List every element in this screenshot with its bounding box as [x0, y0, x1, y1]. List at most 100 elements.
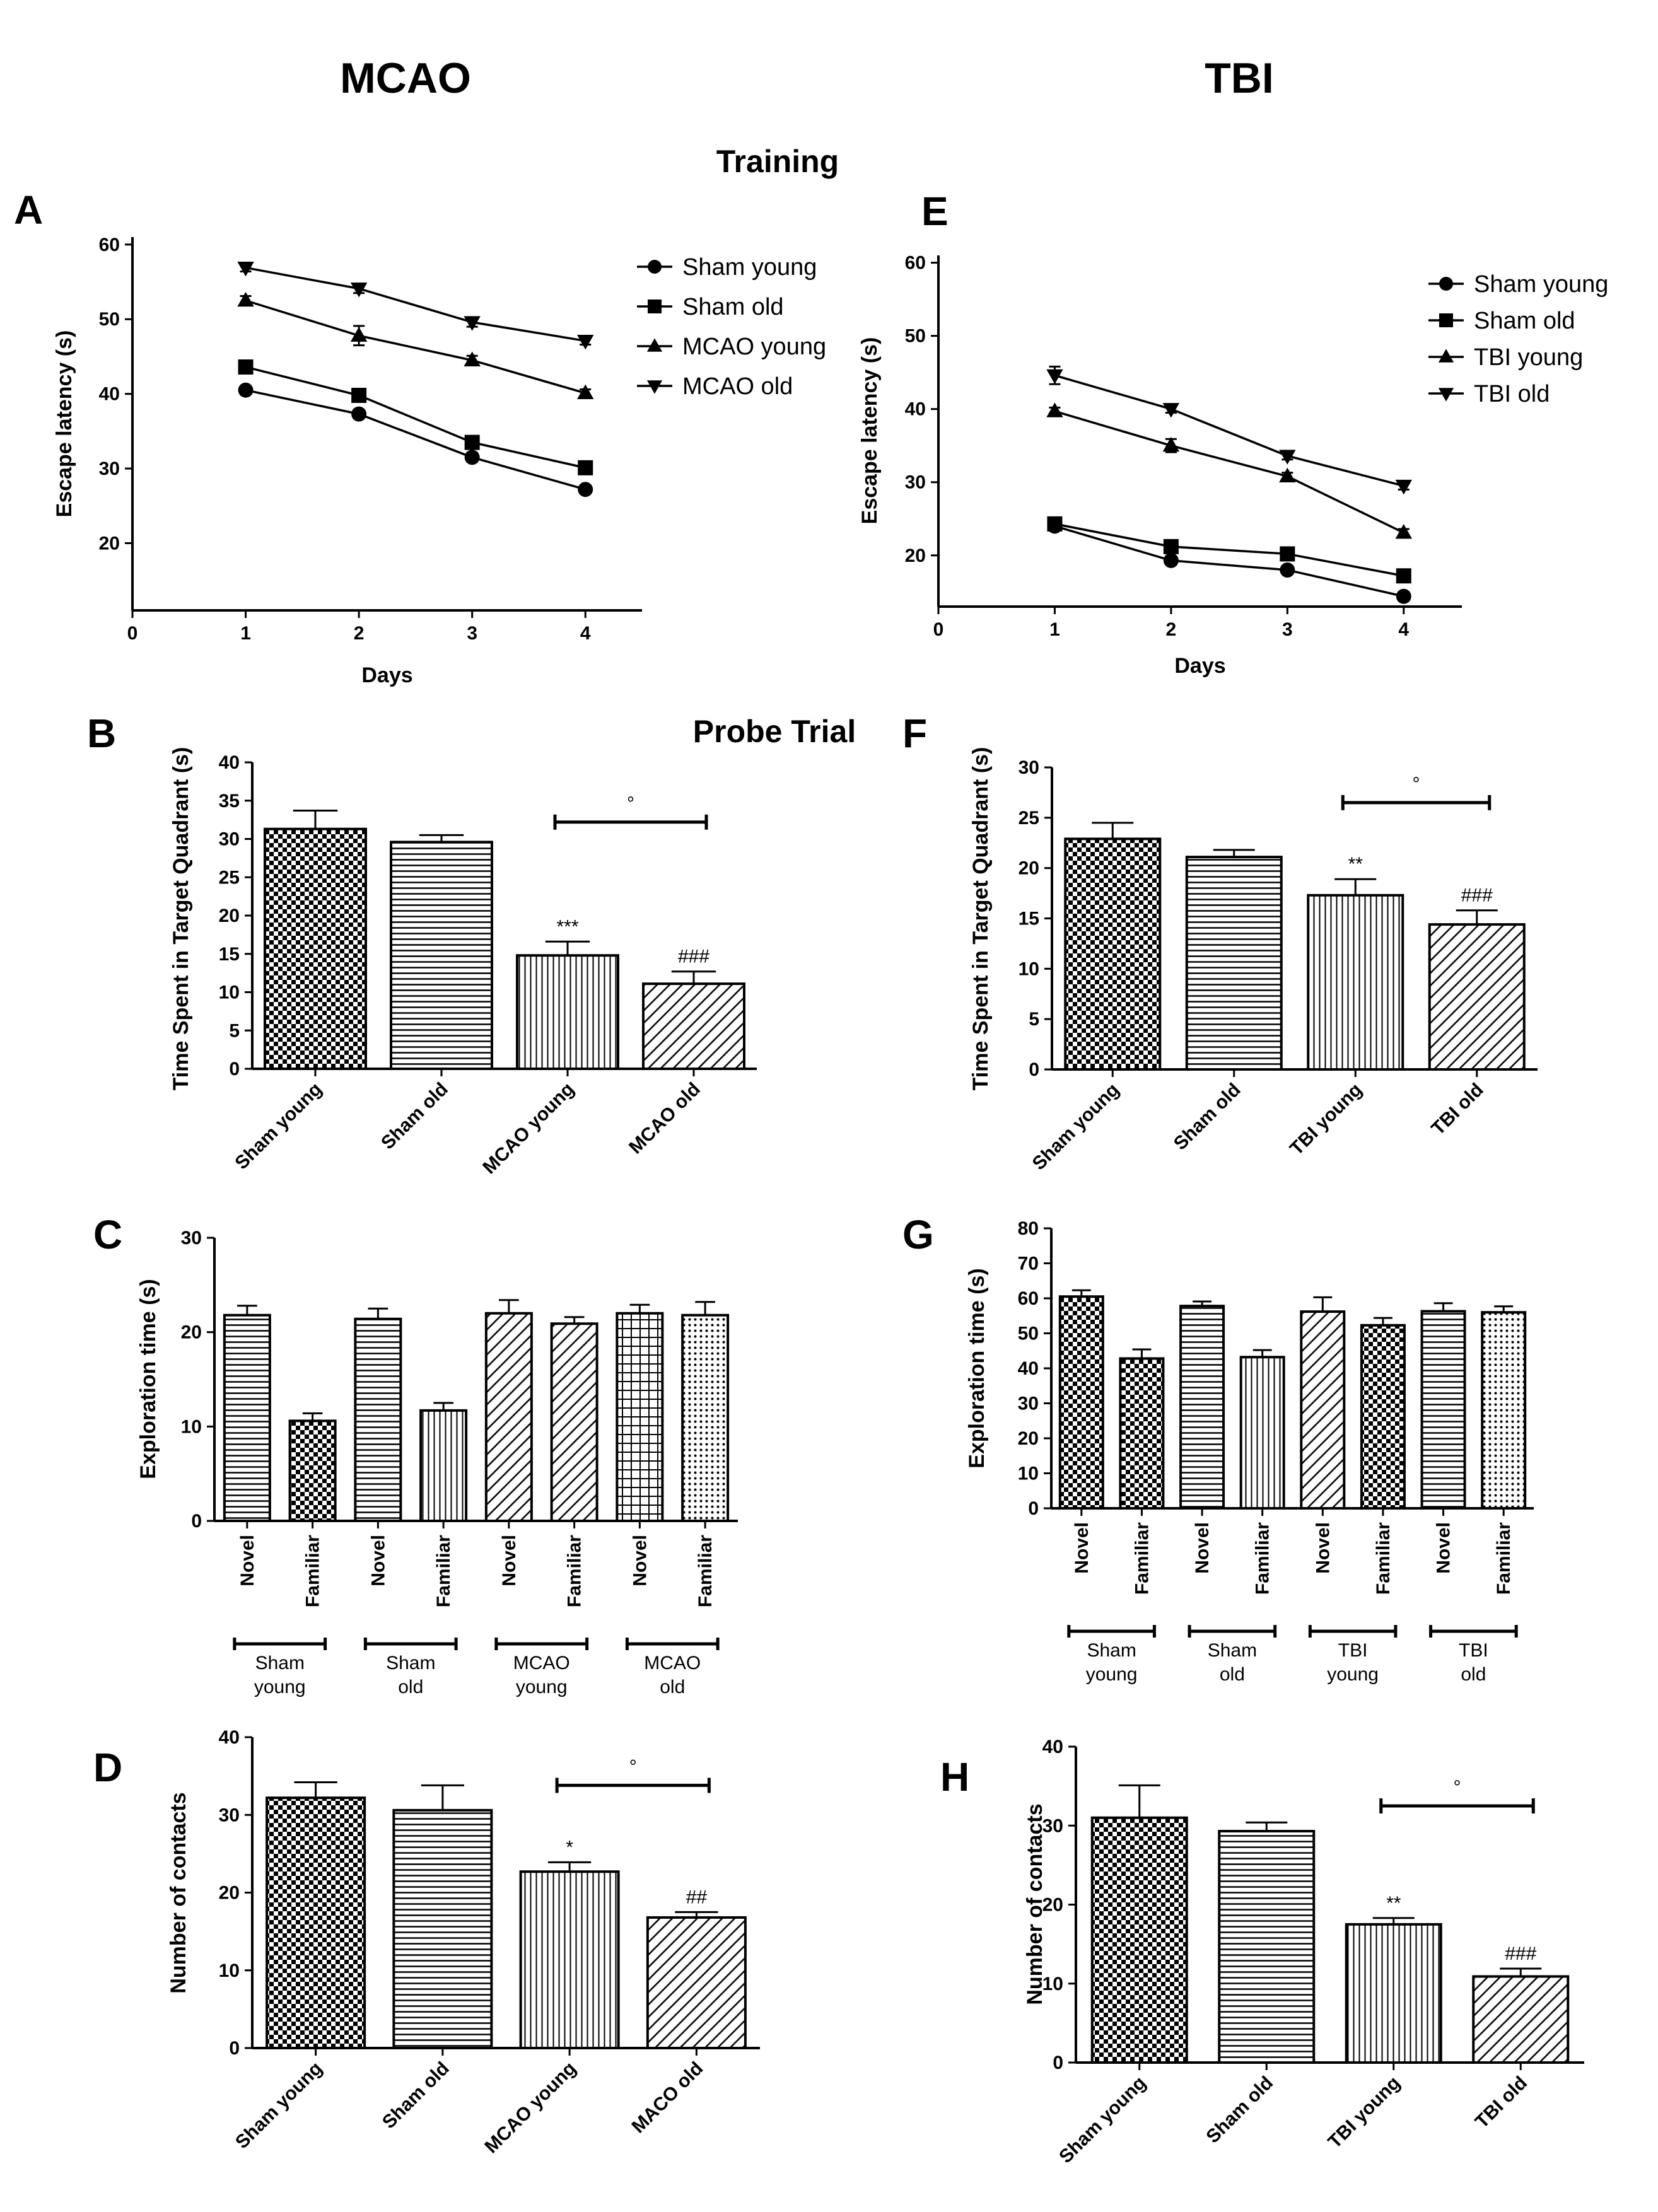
- y-tick-label: 30: [219, 1805, 240, 1825]
- panel-e: E 20 30 40 50 60 0 1 2 3 4 Days Escape latency (s) Sh…: [858, 189, 1608, 678]
- y-tick-label: 35: [219, 791, 240, 812]
- bracket-symbol: °: [629, 1756, 637, 1777]
- panel-a: A 20 30 40 50 60 0 1 2 3 4 Days Escape latency (s) Sh…: [14, 187, 826, 687]
- bar: [1345, 1923, 1442, 2064]
- series-triangle-down: [1046, 365, 1412, 495]
- right-column-header: TBI: [1205, 54, 1274, 102]
- y-tick-label: 20: [1018, 1428, 1039, 1449]
- y-tick-label: 0: [1029, 1059, 1039, 1080]
- y-tick-label: 5: [229, 1020, 240, 1041]
- x-tick-label: TBI old: [1471, 2073, 1531, 2133]
- marker-triangle-up: [1162, 436, 1180, 452]
- x-tick-label: Sham old: [378, 2058, 453, 2133]
- legend-label: Sham old: [682, 294, 784, 320]
- x-tick-label: Familiar: [303, 1535, 324, 1607]
- x-tick-label: Novel: [1071, 1522, 1092, 1574]
- group-label: MCAO: [513, 1653, 570, 1674]
- y-tick-label: 40: [1042, 1737, 1063, 1757]
- x-tick-label: Familiar: [1131, 1522, 1152, 1595]
- bar: [1428, 923, 1526, 1071]
- group-label: TBI: [1459, 1640, 1488, 1661]
- marker-circle: [351, 406, 367, 422]
- y-tick-label: 0: [229, 2038, 240, 2059]
- x-tick-label: 1: [240, 623, 251, 644]
- bar: [646, 1916, 747, 2049]
- x-tick-label: MCAO young: [479, 1079, 578, 1179]
- training-section-label: Training: [716, 144, 839, 179]
- x-tick-label: Familiar: [695, 1535, 716, 1607]
- x-tick-label: Novel: [499, 1535, 520, 1586]
- bar: [1472, 1975, 1570, 2064]
- x-tick-label: Novel: [368, 1535, 388, 1586]
- y-tick-label: 25: [1019, 808, 1039, 829]
- y-tick-label: 30: [1019, 757, 1039, 778]
- y-tick-label: 0: [229, 1059, 240, 1080]
- bar: [1090, 1816, 1188, 2064]
- group-label: young: [516, 1677, 568, 1697]
- panel-letter: D: [93, 1745, 122, 1790]
- x-tick-label: 2: [354, 623, 365, 644]
- panel-letter: H: [940, 1754, 969, 1800]
- series-triangle-down: [237, 261, 594, 350]
- marker-square: [1163, 538, 1179, 554]
- panel-c: C 0 10 20 30 Exploration time (s) Novel Familia…: [93, 1212, 738, 1697]
- y-tick-label: 30: [181, 1228, 202, 1249]
- x-tick-label: Sham old: [377, 1079, 452, 1154]
- panel-h: H 0 10 20 30 40 Number of contacts Sham young Sh…: [940, 1737, 1584, 2167]
- series-line: [1054, 523, 1404, 577]
- legend-entry: TBI young: [1428, 344, 1583, 371]
- x-tick-label: Familiar: [1373, 1522, 1394, 1595]
- panel-f: F 0 5 10 15 20 25 30 Time Spent in Target Quadra…: [902, 711, 1538, 1174]
- bar: [681, 1313, 730, 1522]
- y-tick-label: 0: [1053, 2052, 1063, 2073]
- marker-circle: [648, 260, 662, 274]
- legend-label: MCAO old: [682, 373, 793, 400]
- bracket-symbol: °: [1454, 1777, 1461, 1798]
- y-tick-label: 30: [219, 829, 240, 850]
- x-tick-label: Familiar: [1493, 1522, 1514, 1595]
- legend-entry: Sham old: [1428, 308, 1575, 334]
- marker-triangle-up: [237, 291, 254, 307]
- marker-circle: [1396, 588, 1411, 604]
- series-circle: [238, 382, 593, 498]
- series-line: [245, 299, 586, 395]
- y-axis-label: Exploration time (s): [965, 1268, 989, 1468]
- y-axis-label: Number of contacts: [166, 1792, 190, 1993]
- group-label: young: [1327, 1664, 1379, 1685]
- y-tick-label: 20: [99, 533, 120, 554]
- marker-triangle-up: [464, 351, 481, 366]
- series-line: [1054, 410, 1404, 534]
- x-tick-label: 0: [933, 619, 944, 640]
- bar: [616, 1312, 664, 1523]
- marker-triangle-up: [577, 384, 594, 400]
- series-square: [1047, 516, 1411, 584]
- marker-square: [238, 359, 254, 375]
- marker-triangle-up: [646, 338, 663, 352]
- y-tick-label: 15: [1019, 909, 1039, 929]
- x-tick-label: TBI young: [1324, 2073, 1404, 2153]
- marker-triangle-down: [1046, 369, 1063, 385]
- bar: [288, 1419, 337, 1522]
- series-triangle-up: [1046, 402, 1412, 539]
- panel-letter: C: [93, 1212, 122, 1257]
- marker-triangle-up: [1438, 349, 1454, 363]
- bar: [519, 1870, 620, 2049]
- left-column-header: MCAO: [340, 54, 471, 102]
- significance-marker: **: [1386, 1893, 1401, 1914]
- legend-entry: Sham young: [637, 254, 817, 281]
- bracket-symbol: °: [1413, 774, 1420, 795]
- y-tick-label: 50: [99, 309, 120, 330]
- x-tick-label: Sham young: [1029, 1080, 1124, 1175]
- group-label: Sham: [255, 1653, 305, 1674]
- bar: [1360, 1324, 1406, 1510]
- bar: [266, 1796, 366, 2049]
- legend-entry: TBI old: [1428, 381, 1550, 407]
- marker-square: [351, 388, 367, 404]
- y-tick-label: 40: [99, 384, 120, 405]
- y-tick-label: 60: [99, 235, 120, 255]
- marker-circle: [1163, 552, 1179, 568]
- panel-letter: G: [902, 1212, 934, 1257]
- y-tick-label: 80: [1018, 1218, 1039, 1239]
- y-tick-label: 40: [219, 1727, 240, 1748]
- series-square: [238, 359, 593, 475]
